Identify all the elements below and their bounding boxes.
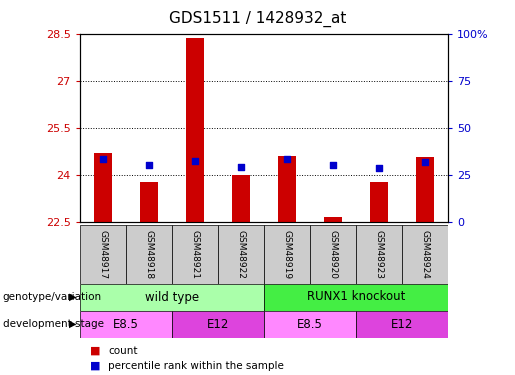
Text: GSM48923: GSM48923 (374, 230, 384, 279)
Bar (264, 284, 448, 310)
Text: GSM48921: GSM48921 (191, 230, 199, 279)
Text: wild type: wild type (145, 291, 199, 303)
Text: E8.5: E8.5 (297, 318, 323, 330)
Bar (416, 158, 434, 222)
Bar (218, 225, 264, 284)
Text: E8.5: E8.5 (113, 318, 139, 330)
Text: ■: ■ (90, 361, 100, 370)
Text: GSM48919: GSM48919 (282, 230, 291, 279)
Bar (278, 156, 296, 222)
Point (283, 156, 291, 162)
Point (145, 162, 153, 168)
Text: GSM48917: GSM48917 (98, 230, 107, 279)
Point (191, 158, 199, 164)
Bar (232, 175, 250, 222)
Bar (370, 183, 388, 222)
Bar (402, 225, 448, 284)
Bar (172, 310, 264, 338)
Text: RUNX1 knockout: RUNX1 knockout (307, 291, 405, 303)
Text: GSM48920: GSM48920 (329, 230, 337, 279)
Text: E12: E12 (391, 318, 413, 330)
Bar (172, 225, 218, 284)
Point (99, 156, 107, 162)
Text: count: count (108, 346, 138, 355)
Text: genotype/variation: genotype/variation (3, 292, 101, 302)
Point (329, 162, 337, 168)
Text: ▶: ▶ (70, 319, 77, 329)
Point (421, 159, 429, 165)
Text: GDS1511 / 1428932_at: GDS1511 / 1428932_at (169, 11, 346, 27)
Text: E12: E12 (207, 318, 229, 330)
Bar (94, 153, 112, 222)
Bar (80, 284, 264, 310)
Bar (126, 225, 172, 284)
Bar (356, 310, 448, 338)
Text: GSM48924: GSM48924 (421, 230, 430, 279)
Bar (310, 225, 356, 284)
Text: development stage: development stage (3, 319, 104, 329)
Point (375, 165, 383, 171)
Point (237, 164, 245, 170)
Bar (140, 183, 158, 222)
Bar (186, 39, 204, 222)
Bar (80, 225, 126, 284)
Bar (324, 217, 342, 222)
Bar (264, 310, 356, 338)
Bar (356, 225, 402, 284)
Text: ■: ■ (90, 346, 100, 355)
Text: percentile rank within the sample: percentile rank within the sample (108, 361, 284, 370)
Text: GSM48922: GSM48922 (236, 230, 246, 279)
Bar (80, 310, 172, 338)
Bar (264, 225, 310, 284)
Text: ▶: ▶ (70, 292, 77, 302)
Text: GSM48918: GSM48918 (144, 230, 153, 279)
